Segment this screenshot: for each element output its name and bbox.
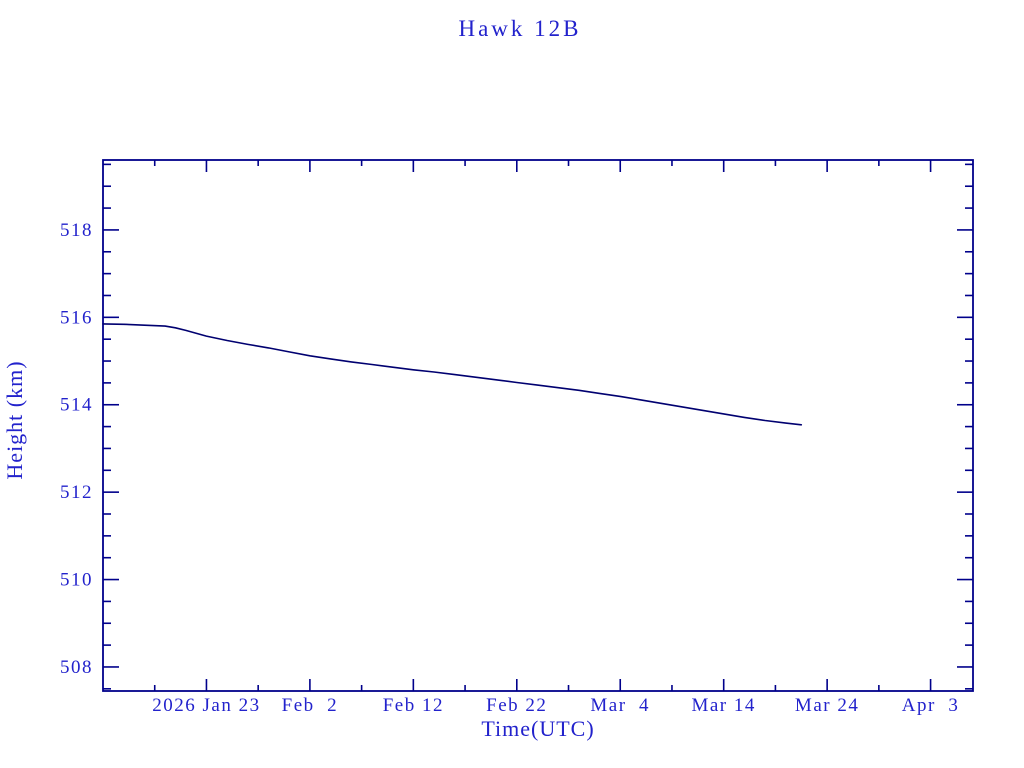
y-tick-label: 508 bbox=[60, 657, 93, 678]
x-tick-label: Mar 4 bbox=[590, 695, 650, 716]
y-tick-label: 510 bbox=[60, 570, 93, 591]
x-tick-label: Feb 12 bbox=[383, 695, 444, 716]
y-tick-label: 512 bbox=[60, 482, 93, 503]
plot-frame bbox=[102, 159, 974, 692]
x-tick-label: Feb 2 bbox=[282, 695, 339, 716]
x-tick-label: Mar 14 bbox=[691, 695, 755, 716]
chart-title: Hawk 12B bbox=[458, 16, 582, 41]
y-tick-label: 518 bbox=[60, 220, 93, 241]
x-tick-label: Apr 3 bbox=[902, 695, 960, 716]
x-tick-label: 2026 Jan 23 bbox=[152, 695, 260, 716]
x-tick-label: Feb 22 bbox=[486, 695, 547, 716]
x-tick-label: Mar 24 bbox=[795, 695, 859, 716]
height-series-line bbox=[102, 323, 803, 426]
y-tick-label: 516 bbox=[60, 307, 93, 328]
y-tick-label: 514 bbox=[60, 395, 93, 416]
x-axis-title: Time(UTC) bbox=[481, 716, 595, 741]
